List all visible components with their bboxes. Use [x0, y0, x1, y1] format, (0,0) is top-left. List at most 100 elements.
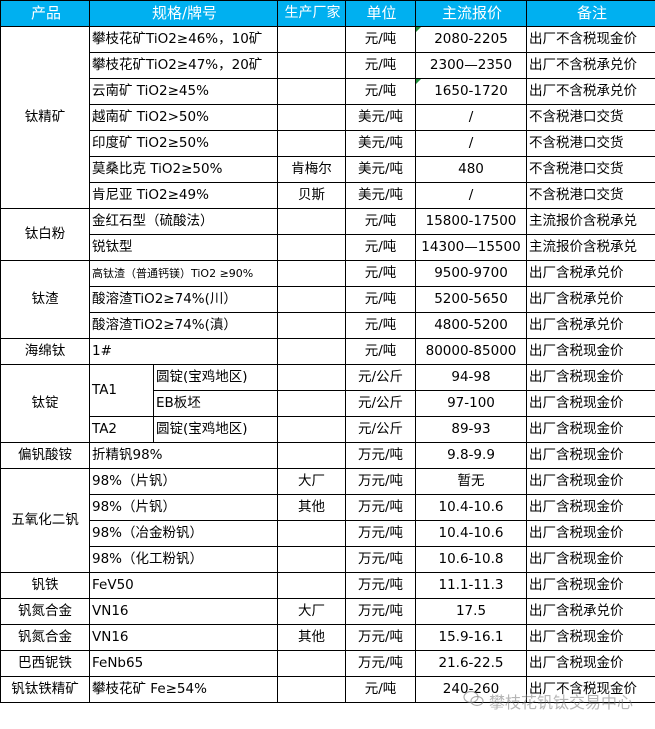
- spec-cell: 98%（片钒）: [89, 468, 278, 495]
- maker-cell: [277, 650, 346, 677]
- product-cell: 钛渣: [0, 260, 90, 339]
- table-row: 酸溶渣TiO2≥74%(川） 元/吨 5200-5650 出厂含税承兑价: [1, 286, 655, 313]
- table-row: 98%（片钒） 其他 万元/吨 10.4-10.6 出厂含税现金价: [1, 494, 655, 521]
- spec-cell: 高钛渣（普通钙镁）TiO2 ≥90%: [89, 260, 278, 287]
- unit-cell: 元/吨: [345, 78, 416, 105]
- header-row: 产品 规格/牌号 生产厂家 单位 主流报价 备注: [0, 0, 655, 27]
- maker-cell: [277, 208, 346, 235]
- price-cell: 9500-9700: [415, 260, 527, 287]
- spec-cell: 98%（片钒）: [89, 494, 278, 521]
- price-cell: 480: [415, 156, 527, 183]
- product-cell: 海绵钛: [0, 338, 90, 365]
- unit-cell: 万元/吨: [345, 650, 416, 677]
- price-table: 产品 规格/牌号 生产厂家 单位 主流报价 备注 钛精矿 攀枝花矿TiO2≥46%…: [0, 0, 655, 703]
- price-value: 21.6-22.5: [438, 655, 504, 671]
- spec-cell: 锐钛型: [89, 234, 278, 261]
- grade-cell: TA2: [89, 416, 154, 443]
- maker-cell: [277, 416, 346, 443]
- maker-cell: [277, 520, 346, 547]
- table-row: 98%（冶金粉钒） 万元/吨 10.4-10.6 出厂含税现金价: [1, 520, 655, 547]
- unit-cell: 元/吨: [345, 52, 416, 79]
- unit-cell: 元/公斤: [345, 364, 416, 391]
- price-cell: 97-100: [415, 390, 527, 417]
- header-unit: 单位: [345, 0, 416, 27]
- price-cell: 11.1-11.3: [415, 572, 527, 599]
- maker-cell: 其他: [277, 494, 346, 521]
- spec-cell: 1#: [89, 338, 278, 365]
- price-cell: 17.5: [415, 598, 527, 625]
- table-row: 云南矿 TiO2≥45% 元/吨 1650-1720 出厂不含税承兑价: [1, 78, 655, 105]
- product-cell: 钒氮合金: [0, 598, 90, 625]
- table-row: TA2 圆锭(宝鸡地区) 元/公斤 89-93 出厂含税现金价: [1, 416, 655, 443]
- unit-cell: 元/吨: [345, 338, 416, 365]
- price-value: 15.9-16.1: [438, 629, 504, 645]
- spec-cell: FeNb65: [89, 650, 278, 677]
- product-cell: 钒氮合金: [0, 624, 90, 651]
- maker-cell: [277, 78, 346, 105]
- unit-cell: 元/吨: [345, 312, 416, 339]
- spec-cell: EB板坯: [153, 390, 278, 417]
- header-maker: 生产厂家: [277, 0, 346, 27]
- price-cell: /: [415, 182, 527, 209]
- note-cell: 出厂含税现金价: [526, 468, 655, 495]
- maker-cell: [277, 26, 346, 53]
- price-cell: 1650-1720: [415, 78, 527, 105]
- maker-cell: [277, 286, 346, 313]
- spec-cell: VN16: [89, 598, 278, 625]
- note-cell: 出厂含税现金价: [526, 520, 655, 547]
- price-value: 97-100: [447, 395, 495, 411]
- spec-cell: 酸溶渣TiO2≥74%(川）: [89, 286, 278, 313]
- note-cell: 不含税港口交货: [526, 182, 655, 209]
- table-row: 攀枝花矿TiO2≥47%，20矿 元/吨 2300—2350 出厂不含税承兑价: [1, 52, 655, 79]
- spec-cell: VN16: [89, 624, 278, 651]
- product-cell: 钛锭: [0, 364, 90, 443]
- maker-cell: 其他: [277, 624, 346, 651]
- table-row: 偏钒酸铵 折精钒98% 万元/吨 9.8-9.9 出厂含税现金价: [0, 442, 655, 469]
- unit-cell: 美元/吨: [345, 182, 416, 209]
- unit-cell: 元/吨: [345, 208, 416, 235]
- unit-cell: 元/吨: [345, 676, 416, 703]
- table-row: 钒铁 FeV50 万元/吨 11.1-11.3 出厂含税现金价: [0, 572, 655, 599]
- price-cell: /: [415, 104, 527, 131]
- maker-cell: [277, 104, 346, 131]
- table-row: 海绵钛 1# 元/吨 80000-85000 出厂含税现金价: [0, 338, 655, 365]
- price-cell: 2080-2205: [415, 26, 527, 53]
- product-cell: 偏钒酸铵: [0, 442, 90, 469]
- spec-cell: 攀枝花矿TiO2≥46%，10矿: [89, 26, 278, 53]
- price-cell: 14300—15500: [415, 234, 527, 261]
- comment-marker-icon: [416, 79, 421, 84]
- price-value: 1650-1720: [434, 83, 508, 99]
- comment-marker-icon: [416, 27, 421, 32]
- watermark: 攀枝花钒钛交易中心: [463, 689, 633, 713]
- unit-cell: 元/吨: [345, 234, 416, 261]
- price-cell: 21.6-22.5: [415, 650, 527, 677]
- spec-cell: 98%（冶金粉钒）: [89, 520, 278, 547]
- spec-cell: 金红石型（硫酸法）: [89, 208, 278, 235]
- spec-cell: 越南矿 TiO2>50%: [89, 104, 278, 131]
- header-note: 备注: [526, 0, 655, 27]
- unit-cell: 万元/吨: [345, 442, 416, 469]
- note-cell: 出厂含税现金价: [526, 364, 655, 391]
- price-cell: 4800-5200: [415, 312, 527, 339]
- maker-cell: 大厂: [277, 598, 346, 625]
- note-cell: 出厂含税现金价: [526, 572, 655, 599]
- maker-cell: [277, 364, 346, 391]
- price-value: 5200-5650: [434, 291, 508, 307]
- spec-cell: 云南矿 TiO2≥45%: [89, 78, 278, 105]
- price-value: 14300—15500: [421, 239, 521, 255]
- table-row: 钒氮合金 VN16 大厂 万元/吨 17.5 出厂含税承兑价: [0, 598, 655, 625]
- price-value: 11.1-11.3: [438, 577, 504, 593]
- unit-cell: 美元/吨: [345, 130, 416, 157]
- spec-cell: 攀枝花矿TiO2≥47%，20矿: [89, 52, 278, 79]
- maker-cell: [277, 390, 346, 417]
- maker-cell: [277, 260, 346, 287]
- maker-cell: [277, 130, 346, 157]
- table-row: 越南矿 TiO2>50% 美元/吨 / 不含税港口交货: [1, 104, 655, 131]
- note-cell: 不含税港口交货: [526, 104, 655, 131]
- note-cell: 不含税港口交货: [526, 156, 655, 183]
- price-value: 15800-17500: [425, 213, 517, 229]
- product-cell: 钛白粉: [0, 208, 90, 261]
- note-cell: 出厂含税承兑价: [526, 286, 655, 313]
- product-cell: 五氧化二钒: [0, 468, 90, 573]
- unit-cell: 元/吨: [345, 260, 416, 287]
